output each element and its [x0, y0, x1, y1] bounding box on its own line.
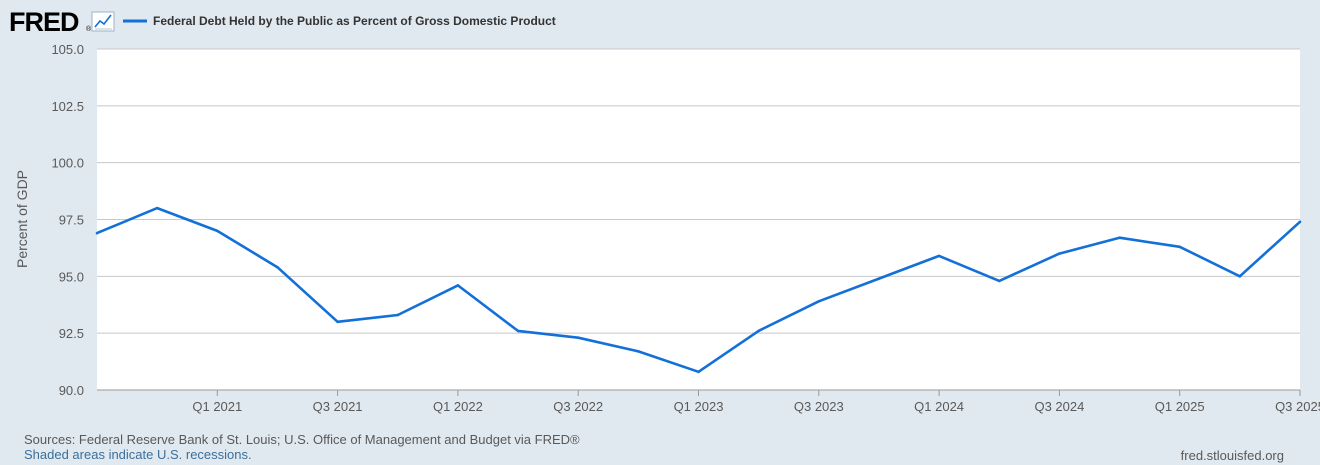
x-tick-label: Q1 2021: [192, 399, 242, 414]
x-tick-label: Q3 2022: [553, 399, 603, 414]
data-point[interactable]: [877, 277, 881, 280]
series-layer: [95, 206, 1302, 374]
data-point[interactable]: [95, 231, 99, 235]
fred-logo-text: FRED: [9, 7, 79, 37]
y-axis-ticks: 90.0 92.5 95.0 97.5 100.0 102.5 105.0: [51, 42, 84, 398]
grid: [97, 48, 1300, 334]
data-point[interactable]: [516, 329, 520, 333]
data-point[interactable]: [336, 320, 339, 324]
data-point[interactable]: [637, 350, 640, 353]
y-tick-label: 90.0: [59, 383, 84, 398]
recessions-note[interactable]: Shaded areas indicate U.S. recessions.: [24, 447, 252, 462]
y-tick-label: 100.0: [51, 156, 84, 171]
y-tick-label: 92.5: [59, 326, 84, 341]
x-tick-label: Q1 2025: [1155, 399, 1205, 414]
y-tick-label: 105.0: [51, 42, 84, 57]
footer-sources-block: Sources: Federal Reserve Bank of St. Lou…: [24, 432, 580, 462]
x-tick-label: Q1 2022: [433, 399, 483, 414]
data-point[interactable]: [1178, 245, 1181, 249]
data-point[interactable]: [697, 370, 700, 374]
legend: Federal Debt Held by the Public as Perce…: [123, 14, 556, 28]
chart-title: Federal Debt Held by the Public as Perce…: [153, 14, 556, 28]
data-point[interactable]: [155, 206, 159, 210]
data-point[interactable]: [576, 336, 580, 340]
fred-logo-registered-mark: ®: [86, 25, 92, 33]
data-point[interactable]: [456, 284, 460, 287]
data-point[interactable]: [1298, 220, 1302, 224]
data-point[interactable]: [997, 279, 1001, 283]
data-point[interactable]: [1118, 236, 1121, 239]
y-tick-label: 97.5: [59, 213, 84, 228]
y-tick-label: 95.0: [59, 269, 84, 284]
data-point[interactable]: [937, 254, 941, 258]
x-tick-label: Q3 2024: [1034, 399, 1084, 414]
data-point[interactable]: [817, 300, 821, 303]
site-link[interactable]: fred.stlouisfed.org: [1180, 448, 1284, 463]
x-tick-label: Q1 2023: [674, 399, 724, 414]
sources-text: Sources: Federal Reserve Bank of St. Lou…: [24, 432, 580, 447]
data-point[interactable]: [1058, 252, 1061, 255]
data-point[interactable]: [276, 265, 279, 269]
x-tick-label: Q3 2025: [1275, 399, 1320, 414]
data-point[interactable]: [1238, 275, 1242, 278]
chart-line-icon: [91, 11, 115, 32]
data-point[interactable]: [216, 229, 219, 233]
x-tick-label: Q3 2021: [313, 399, 363, 414]
x-tick-label: Q1 2024: [914, 399, 964, 414]
y-tick-label: 102.5: [51, 99, 84, 114]
x-tick-label: Q3 2023: [794, 399, 844, 414]
data-point[interactable]: [396, 313, 400, 317]
y-axis-label: Percent of GDP: [14, 170, 30, 268]
fred-logo[interactable]: FRED ®: [9, 7, 92, 37]
x-axis-ticks: Q1 2021 Q3 2021 Q1 2022 Q3 2022 Q1 2023 Q3 20…: [192, 390, 1320, 414]
data-point[interactable]: [757, 329, 760, 333]
